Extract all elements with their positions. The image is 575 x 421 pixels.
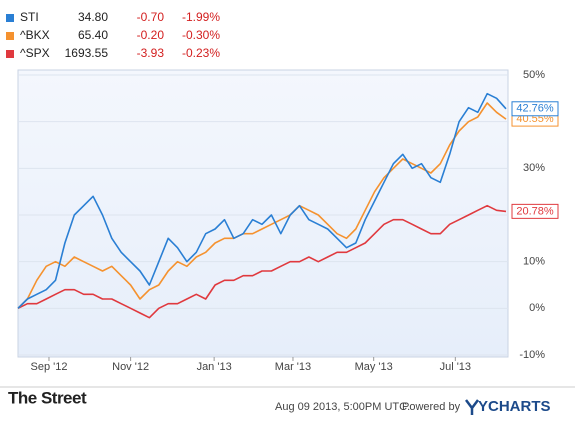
legend-change-pct: -0.30% [182, 28, 220, 42]
powered-by: Powered by [402, 401, 461, 413]
provider: YCHARTS [478, 398, 551, 415]
legend-swatch [6, 14, 14, 22]
legend-price: 34.80 [78, 10, 108, 24]
y-tick-label: 50% [523, 69, 545, 81]
y-tick-label: -10% [519, 349, 545, 361]
y-tick-label: 30% [523, 162, 545, 174]
x-tick-label: Mar '13 [275, 361, 311, 373]
legend-change-pct: -1.99% [182, 10, 220, 24]
series-line [17, 92, 507, 309]
provider-logo [465, 399, 479, 415]
series-line [17, 204, 507, 319]
y-tick-label: 10% [523, 256, 545, 268]
x-tick-label: Jul '13 [440, 361, 471, 373]
legend-swatch [6, 50, 14, 58]
end-label: 20.78% [516, 205, 554, 217]
legend-price: 1693.55 [65, 46, 109, 60]
legend-name: STI [20, 10, 39, 24]
legend-name: ^BKX [20, 28, 50, 42]
plot-area [17, 69, 509, 358]
legend-change: -0.20 [137, 28, 165, 42]
legend-change: -0.70 [137, 10, 165, 24]
end-label: 42.76% [516, 103, 554, 115]
legend-name: ^SPX [20, 46, 50, 60]
timestamp: Aug 09 2013, 5:00PM UTC. [275, 401, 410, 413]
end-label-box [511, 101, 559, 117]
legend-swatch [6, 32, 14, 40]
x-tick-label: May '13 [355, 361, 393, 373]
x-tick-label: Nov '12 [112, 361, 149, 373]
y-tick-label: 0% [529, 302, 545, 314]
legend-price: 65.40 [78, 28, 108, 42]
x-tick-label: Sep '12 [30, 361, 67, 373]
series-line [17, 102, 507, 309]
brand: The Street [8, 388, 87, 407]
x-tick-label: Jan '13 [197, 361, 232, 373]
end-label-box [511, 203, 559, 219]
legend-change: -3.93 [137, 46, 165, 60]
legend-change-pct: -0.23% [182, 46, 220, 60]
